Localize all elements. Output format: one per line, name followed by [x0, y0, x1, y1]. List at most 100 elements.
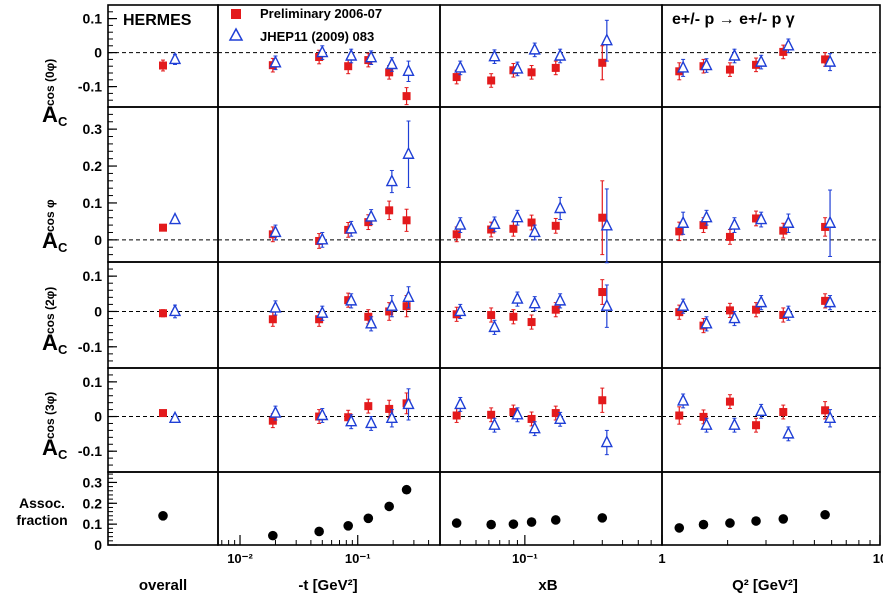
row-label-sub: C — [58, 240, 68, 255]
prelim-point — [527, 68, 536, 77]
jhep-point — [365, 415, 378, 429]
jhep-point — [385, 173, 398, 187]
jhep-point — [365, 50, 378, 63]
prelim-point — [344, 62, 353, 71]
jhep-point — [700, 417, 713, 430]
jhep-point — [676, 60, 690, 73]
prelim-point — [487, 311, 496, 319]
row-label-sup: cos (2φ) — [43, 287, 57, 334]
jhep-point — [782, 38, 795, 51]
row-label-sup: cos (0φ) — [43, 59, 57, 106]
assoc-fraction-point — [343, 521, 354, 531]
jhep-point — [823, 215, 837, 228]
jhep-point — [269, 224, 282, 238]
row-label-sup: cos φ — [43, 199, 57, 232]
prelim-point — [402, 302, 411, 311]
row-label-main: A — [42, 435, 58, 460]
jhep-point — [511, 291, 524, 304]
jhep-point — [316, 45, 329, 58]
row-label-main: A — [42, 228, 58, 253]
jhep-point — [402, 146, 415, 159]
y-tick-label: 0 — [94, 409, 102, 425]
jhep-point — [488, 216, 501, 230]
prelim-point — [159, 223, 167, 232]
jhep-point — [676, 298, 690, 311]
prelim-point — [452, 411, 461, 420]
jhep-point — [528, 42, 541, 55]
prelim-point — [452, 73, 461, 82]
legend-prelim-label: Preliminary 2006-07 — [260, 6, 382, 21]
panel-frame — [661, 106, 881, 263]
prelim-point — [598, 58, 607, 67]
prelim-point — [402, 216, 411, 225]
prelim-point — [551, 305, 560, 314]
prelim-point — [725, 65, 734, 74]
prelim-point — [527, 218, 536, 227]
y-tick-label: -0.1 — [78, 339, 102, 355]
assoc-fraction-point — [401, 484, 412, 495]
x-tick-label: 10⁻¹ — [345, 551, 371, 566]
prelim-point — [364, 402, 373, 411]
panel-grid — [107, 4, 881, 546]
x-tick-label: 10 — [873, 551, 883, 566]
jhep-point — [454, 60, 467, 73]
jhep-point — [676, 393, 690, 406]
row-label-sub: C — [58, 114, 68, 129]
jhep-point — [488, 417, 501, 430]
prelim-point — [779, 226, 788, 235]
jhep-point — [511, 61, 524, 74]
panel-frame — [107, 106, 219, 263]
jhep-point — [269, 55, 282, 68]
panel-frame — [439, 471, 663, 546]
x-tick-label: 10⁻¹ — [512, 551, 538, 566]
data-marks: 0.1 0 -0.1 0.3 0.2 0.1 0 0.1 0 -0.1 0.1 0 -0.1 0.3 0.2… — [78, 11, 883, 566]
prelim-point — [452, 230, 461, 239]
jhep-point — [511, 407, 524, 420]
jhep-point — [365, 209, 378, 222]
y-tick-label: -0.1 — [78, 79, 102, 95]
jhep-point — [454, 396, 467, 410]
jhep-point — [345, 221, 358, 234]
prelim-point — [752, 214, 761, 223]
panel-frame — [661, 471, 881, 546]
jhep-point — [676, 215, 690, 228]
prelim-point — [268, 416, 277, 425]
y-tick-label: 0.1 — [83, 268, 103, 284]
prelim-point — [509, 312, 518, 321]
prelim-point — [551, 409, 560, 418]
assoc-fraction-point — [820, 509, 830, 520]
jhep-point — [782, 426, 795, 439]
prelim-point — [487, 76, 496, 85]
col-label-overall: overall — [139, 577, 187, 594]
jhep-point — [554, 293, 567, 306]
panel-frame — [217, 471, 441, 546]
y-tick-label: 0.1 — [83, 11, 103, 27]
row-label-cos3phi: A C cos (3φ) — [42, 392, 68, 462]
panel-frame — [107, 367, 219, 473]
jhep-point — [528, 224, 541, 238]
prelim-point — [315, 315, 324, 324]
jhep-point — [402, 289, 415, 303]
prelim-point — [752, 421, 761, 430]
jhep-point — [823, 295, 837, 308]
prelim-point — [364, 218, 373, 227]
jhep-point — [700, 316, 713, 329]
x-tick-label: 1 — [658, 551, 665, 566]
prelim-point — [385, 206, 394, 215]
prelim-point — [509, 408, 518, 417]
jhep-point — [700, 57, 713, 71]
row-label-main: A — [42, 102, 58, 127]
x-tick-label: 10⁻² — [227, 551, 253, 566]
legend-jhep-marker — [228, 27, 244, 41]
prelim-point — [385, 404, 394, 413]
jhep-point — [728, 417, 741, 430]
jhep-point — [823, 410, 837, 423]
prelim-point — [159, 61, 167, 70]
prelim-point — [725, 306, 734, 315]
prelim-point — [699, 221, 708, 230]
prelim-point — [598, 213, 607, 222]
jhep-point — [700, 210, 713, 223]
assoc-fraction-point — [778, 514, 789, 524]
y-tick-label: 0.2 — [83, 495, 103, 511]
